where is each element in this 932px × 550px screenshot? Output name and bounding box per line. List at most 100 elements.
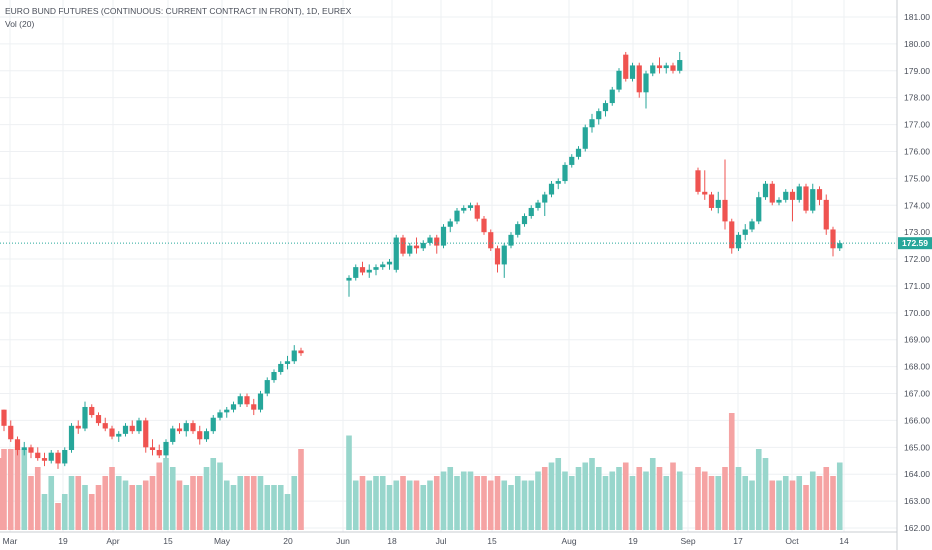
- volume-bar: [61, 494, 68, 530]
- volume-bar: [735, 467, 742, 530]
- x-tick-label: 19: [58, 536, 68, 546]
- candle-body: [636, 65, 642, 93]
- volume-bar: [129, 485, 136, 530]
- candle-body: [803, 186, 809, 211]
- candle-body: [8, 425, 14, 440]
- x-tick-label: 18: [387, 536, 397, 546]
- volume-bar: [830, 476, 836, 530]
- volume-bar: [622, 462, 629, 530]
- x-tick-label: 15: [487, 536, 497, 546]
- volume-bar: [481, 476, 487, 530]
- volume-bar: [230, 485, 237, 530]
- volume-bar: [210, 458, 217, 530]
- candle-body: [582, 127, 588, 149]
- volume-bar: [136, 485, 142, 530]
- volume-bar: [95, 485, 102, 530]
- candle-body: [769, 183, 775, 203]
- volume-bar: [643, 471, 649, 530]
- x-tick-label: Oct: [785, 536, 799, 546]
- candle-body: [575, 148, 582, 157]
- candle-body: [230, 404, 237, 410]
- candle-body: [508, 234, 514, 246]
- candle-body: [366, 269, 372, 273]
- candle-body: [830, 229, 836, 249]
- x-tick-label: Mar: [3, 536, 18, 546]
- volume-indicator-label[interactable]: Vol (20): [5, 19, 35, 29]
- volume-bar: [420, 485, 427, 530]
- candle-body: [217, 412, 223, 418]
- volume-bar: [373, 476, 379, 530]
- candle-body: [762, 183, 769, 198]
- volume-bar: [629, 476, 636, 530]
- candle-body: [656, 65, 663, 69]
- volume-bar: [447, 467, 454, 530]
- candle-body: [715, 199, 721, 208]
- volume-bar: [568, 476, 575, 530]
- candle-body: [467, 205, 474, 208]
- volume-bar: [609, 471, 616, 530]
- candle-body: [722, 199, 728, 222]
- volume-bar: [789, 480, 796, 530]
- candle-body: [735, 234, 742, 249]
- candle-body: [95, 415, 102, 424]
- y-tick-label: 175.00: [904, 173, 930, 183]
- candle-body: [278, 363, 284, 373]
- volume-bar: [602, 476, 609, 530]
- candle-body: [783, 191, 789, 200]
- volume-bar: [460, 471, 467, 530]
- volume-bar: [0, 458, 6, 530]
- candle-body: [21, 447, 27, 451]
- candle-body: [501, 245, 507, 265]
- candle-body: [823, 199, 829, 230]
- volume-bar: [109, 467, 115, 530]
- volume-bar: [616, 467, 622, 530]
- y-tick-label: 169.00: [904, 335, 930, 345]
- candle-body: [695, 170, 701, 192]
- candle-body: [264, 380, 270, 394]
- volume-bar: [55, 503, 61, 530]
- candle-body: [224, 409, 230, 413]
- y-tick-label: 172.00: [904, 254, 930, 264]
- volume-bar: [291, 476, 298, 530]
- volume-bar: [589, 458, 595, 530]
- candle-body: [359, 267, 366, 273]
- volume-bar: [582, 462, 589, 530]
- candle-body: [434, 237, 440, 246]
- chart-title: EURO BUND FUTURES (CONTINUOUS: CURRENT C…: [5, 6, 352, 16]
- volume-bar: [541, 467, 548, 530]
- volume-bar: [156, 462, 163, 530]
- candle-body: [454, 210, 460, 222]
- volume-bar: [508, 485, 514, 530]
- candle-body: [210, 417, 216, 432]
- candle-body: [386, 261, 393, 265]
- volume-bar: [474, 476, 481, 530]
- candle-body: [380, 264, 386, 268]
- y-tick-label: 165.00: [904, 442, 930, 452]
- candle-body: [708, 194, 715, 208]
- volume-bar: [656, 467, 663, 530]
- volume-bar: [21, 449, 28, 530]
- candle-body: [129, 425, 135, 432]
- candle-body: [183, 423, 189, 432]
- chart-legend: EURO BUND FUTURES (CONTINUOUS: CURRENT C…: [5, 5, 351, 31]
- candle-body: [407, 245, 413, 254]
- candle-body: [190, 423, 196, 432]
- volume-bar: [769, 480, 776, 530]
- candle-body: [569, 156, 575, 165]
- candle-body: [650, 65, 656, 74]
- candle-body: [55, 452, 61, 464]
- volume-bar: [346, 435, 352, 530]
- candle-body: [170, 428, 176, 442]
- candle-body: [143, 420, 149, 448]
- volume-bar: [695, 467, 701, 530]
- volume-bar: [196, 476, 203, 530]
- volume-bar: [250, 476, 257, 530]
- candle-body: [244, 396, 250, 405]
- y-tick-label: 173.00: [904, 227, 930, 237]
- volume-bar: [823, 467, 830, 530]
- volume-bar: [749, 480, 755, 530]
- candle-body: [623, 54, 629, 79]
- candle-body: [816, 189, 823, 200]
